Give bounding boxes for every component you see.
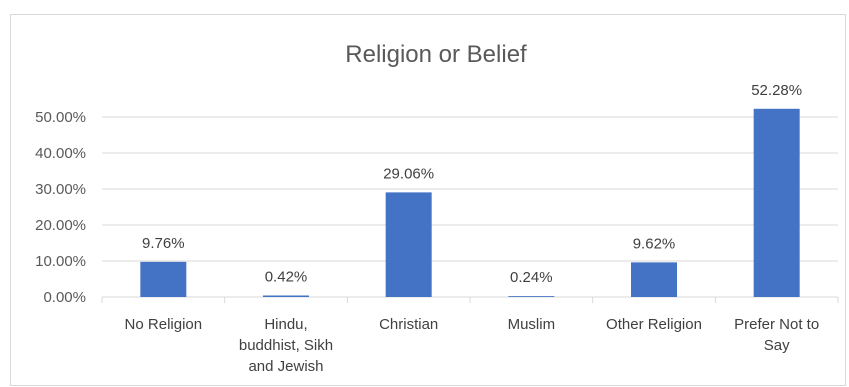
x-axis-categories: No Religion Hindu, buddhist, Sikh and Jewis… [125, 316, 820, 375]
category-label: Muslim [508, 316, 556, 333]
data-label: 0.24% [510, 269, 553, 286]
chart-title: Religion or Belief [345, 41, 527, 68]
y-axis-ticks: 0.00% 10.00% 20.00% 30.00% 40.00% 50.00% [35, 109, 86, 306]
y-tick-label: 30.00% [35, 181, 86, 198]
y-tick-label: 0.00% [43, 289, 86, 306]
category-label: Prefer Not to Say [734, 316, 819, 354]
bar [753, 108, 800, 298]
y-tick-label: 10.00% [35, 253, 86, 270]
data-label: 0.42% [265, 268, 308, 285]
bar [508, 296, 555, 297]
data-label: 9.62% [633, 235, 676, 252]
bar [263, 295, 309, 297]
data-labels: 9.76% 0.42% 29.06% 0.24% 9.62% 52.28% [142, 82, 802, 286]
data-label: 52.28% [751, 82, 802, 99]
y-tick-label: 40.00% [35, 145, 86, 162]
category-label: No Religion [125, 316, 203, 333]
bar [385, 192, 432, 297]
y-tick-label: 50.00% [35, 109, 86, 126]
bar [631, 262, 677, 297]
y-tick-label: 20.00% [35, 217, 86, 234]
data-label: 9.76% [142, 235, 185, 252]
data-label: 29.06% [383, 165, 434, 182]
category-label: Hindu, buddhist, Sikh and Jewish [239, 316, 333, 375]
category-label: Other Religion [606, 316, 702, 333]
bars [140, 108, 800, 298]
category-label: Christian [379, 316, 438, 333]
gridlines [101, 116, 839, 303]
bar [140, 261, 187, 297]
